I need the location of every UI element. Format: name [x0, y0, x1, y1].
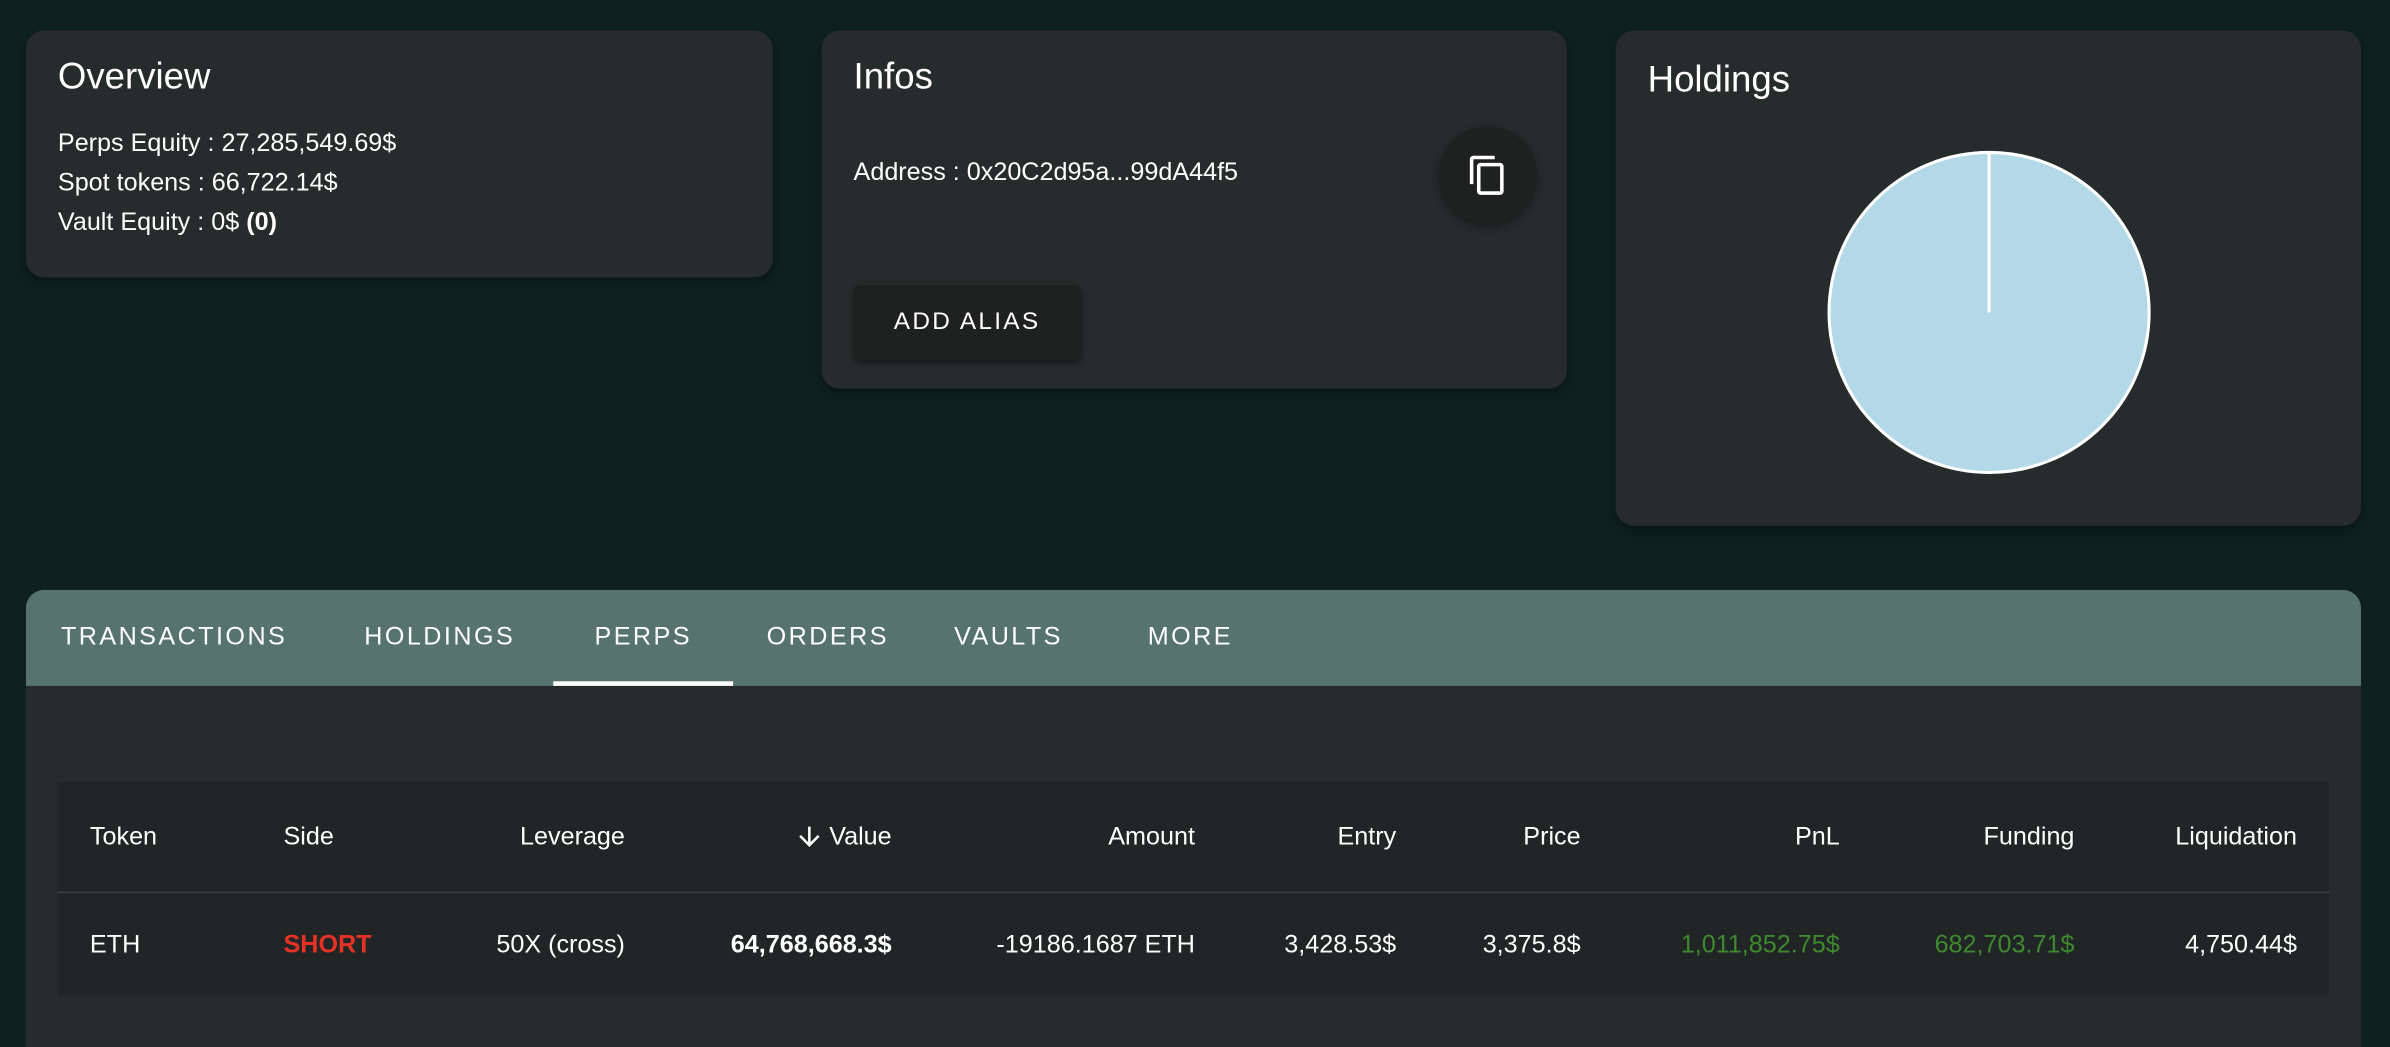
arrow-down-icon — [799, 826, 820, 847]
header-liquidation[interactable]: Liquidation — [2175, 822, 2297, 850]
cell-entry: 3,428.53$ — [1284, 930, 1397, 958]
header-funding[interactable]: Funding — [1983, 822, 2075, 850]
infos-title: Infos — [853, 56, 933, 98]
header-pnl[interactable]: PnL — [1794, 822, 1840, 850]
copy-icon — [1469, 155, 1504, 195]
add-alias-button[interactable]: ADD ALIAS — [853, 285, 1081, 360]
holdings-pie-chart — [1827, 150, 2151, 475]
tab-holdings[interactable]: HOLDINGS — [364, 623, 516, 651]
address: Address : 0x20C2d95a...99dA44f5 — [853, 158, 1239, 186]
copy-address-button[interactable] — [1438, 126, 1537, 225]
header-value[interactable]: Value — [794, 782, 892, 892]
table-header: Token Side Leverage Value Amount Entry P… — [57, 782, 2329, 894]
tab-more[interactable]: MORE — [1147, 623, 1233, 651]
holdings-title: Holdings — [1647, 59, 1791, 101]
infos-card: Infos Address : 0x20C2d95a...99dA44f5 AD… — [821, 30, 1567, 389]
cell-pnl: 1,011,852.75$ — [1680, 930, 1840, 958]
cell-price: 3,375.8$ — [1482, 930, 1581, 958]
spot-tokens: Spot tokens : 66,722.14$ — [57, 169, 338, 197]
cell-token: ETH — [89, 930, 141, 958]
header-side[interactable]: Side — [283, 822, 334, 850]
cell-value: 64,768,668.3$ — [730, 930, 892, 958]
header-amount[interactable]: Amount — [1108, 822, 1195, 850]
cell-side: SHORT — [283, 930, 372, 958]
cell-funding: 682,703.71$ — [1934, 930, 2075, 958]
vault-equity-label: Vault Equity : 0$ — [57, 208, 247, 237]
vault-equity: Vault Equity : 0$ (0) — [58, 209, 277, 238]
header-value-label: Value — [829, 822, 892, 850]
tabs-panel: TRANSACTIONS HOLDINGS PERPS ORDERS VAULT… — [25, 589, 2361, 1047]
tab-vaults[interactable]: VAULTS — [954, 623, 1063, 651]
overview-card: Overview Perps Equity : 27,285,549.69$ S… — [25, 30, 773, 278]
tab-bar: TRANSACTIONS HOLDINGS PERPS ORDERS VAULT… — [25, 589, 2361, 686]
cell-liquidation: 4,750.44$ — [2185, 930, 2297, 958]
header-price[interactable]: Price — [1523, 822, 1581, 850]
cell-amount: -19186.1687 ETH — [996, 930, 1195, 958]
overview-title: Overview — [57, 56, 211, 98]
table-row: ETH SHORT 50X (cross) 64,768,668.3$ -191… — [58, 893, 2329, 997]
tab-perps[interactable]: PERPS — [553, 590, 734, 686]
header-entry[interactable]: Entry — [1337, 822, 1397, 850]
vault-count: (0) — [246, 208, 277, 237]
cell-leverage: 50X (cross) — [496, 930, 625, 958]
tab-transactions[interactable]: TRANSACTIONS — [60, 623, 288, 651]
header-token[interactable]: Token — [89, 822, 158, 850]
holdings-card: Holdings — [1615, 30, 2361, 526]
header-leverage[interactable]: Leverage — [520, 822, 625, 850]
tab-orders[interactable]: ORDERS — [766, 623, 889, 651]
perps-table: Token Side Leverage Value Amount Entry P… — [57, 781, 2329, 997]
perps-equity: Perps Equity : 27,285,549.69$ — [57, 129, 397, 157]
